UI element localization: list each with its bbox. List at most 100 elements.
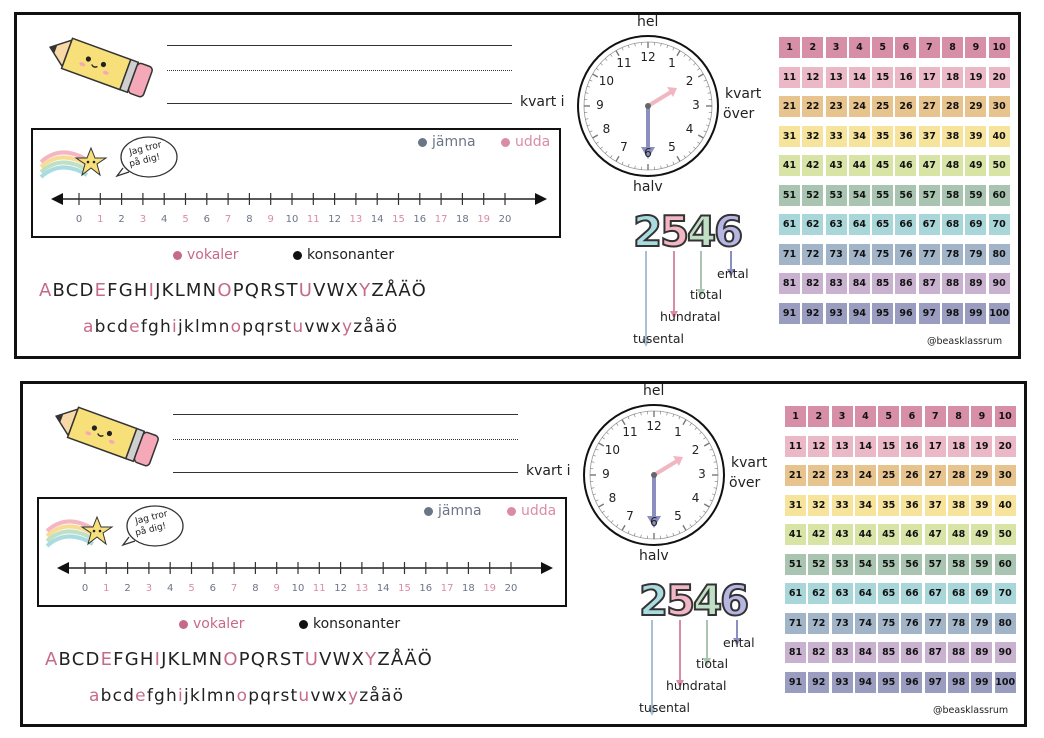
hundred-chart-cell: 44 bbox=[854, 524, 876, 545]
number-line-label: 3 bbox=[145, 583, 153, 594]
place-value-digit: 2 bbox=[638, 575, 669, 626]
hundred-chart-cell: 11 bbox=[785, 435, 806, 457]
hundred-chart-cell: 26 bbox=[901, 465, 923, 486]
lowercase-letter: g bbox=[154, 686, 167, 706]
hundred-chart-cell: 78 bbox=[942, 243, 964, 265]
hundred-chart-cell: 50 bbox=[988, 155, 1010, 176]
hundred-chart-cell: 92 bbox=[808, 671, 830, 693]
number-line-label: 16 bbox=[419, 583, 433, 594]
lowercase-letter: v bbox=[304, 317, 316, 337]
place-hundratal-label: hundratal bbox=[660, 309, 721, 324]
lowercase-letter: q bbox=[260, 686, 273, 706]
hundred-chart-cell: 25 bbox=[878, 465, 900, 486]
hundred-chart-cell: 93 bbox=[825, 302, 847, 324]
hundred-chart-cell: 71 bbox=[785, 612, 806, 634]
uppercase-letter: Ö bbox=[417, 649, 433, 670]
hundred-chart-cell: 64 bbox=[848, 214, 870, 235]
hundred-chart-cell: 97 bbox=[924, 671, 946, 693]
clock-kvart-label: kvart bbox=[731, 455, 768, 471]
hundred-chart-cell: 27 bbox=[924, 465, 946, 486]
hundred-chart-cell: 84 bbox=[848, 273, 870, 294]
hundred-chart-cell: 80 bbox=[988, 243, 1010, 265]
hundred-chart-cell: 43 bbox=[831, 524, 853, 545]
desk-strip-card-1: kvart i Jag tror på dig! jämna bbox=[14, 12, 1021, 359]
hundred-chart: 1 2 3 4 5 6 7 8 9 10 11 12 13 14 15 16 17 18 19 20 21 22 23 24 2… bbox=[779, 37, 1010, 332]
lowercase-letter: p bbox=[248, 686, 261, 706]
hundred-chart-cell: 34 bbox=[854, 494, 876, 516]
hundred-chart-cell: 29 bbox=[965, 96, 987, 117]
clock-number: 6 bbox=[650, 515, 658, 529]
hundred-chart-cell: 94 bbox=[854, 671, 876, 693]
legend-even-label: jämna bbox=[438, 503, 482, 519]
hundred-chart-cell: 66 bbox=[895, 214, 917, 235]
speech-bubble bbox=[115, 136, 178, 178]
place-value-arrows bbox=[648, 620, 741, 716]
hundred-chart-cell: 51 bbox=[785, 553, 806, 575]
uppercase-letter: Y bbox=[359, 280, 372, 301]
hundred-chart-cell: 49 bbox=[965, 155, 987, 176]
place-hundratal-label: hundratal bbox=[666, 678, 727, 693]
even-dot bbox=[424, 506, 433, 516]
hundred-chart-cell: 68 bbox=[948, 583, 970, 604]
kvart-i-label: kvart i bbox=[520, 94, 565, 110]
hundred-chart-cell: 40 bbox=[994, 494, 1016, 516]
lowercase-letter: r bbox=[272, 686, 281, 706]
hundred-chart-cell: 13 bbox=[825, 66, 847, 88]
legend-odd: udda bbox=[501, 134, 550, 150]
hundred-chart-cell: 59 bbox=[965, 184, 987, 206]
hundred-chart-cell: 54 bbox=[848, 184, 870, 206]
lowercase-letter: w bbox=[321, 686, 337, 706]
hundred-chart-cell: 56 bbox=[895, 184, 917, 206]
hundred-chart-cell: 29 bbox=[971, 465, 993, 486]
number-line-label: 5 bbox=[182, 214, 189, 225]
place-value-digit: 2 bbox=[632, 206, 663, 257]
uppercase-letter: C bbox=[65, 280, 80, 301]
clock-face bbox=[577, 35, 719, 177]
hundred-chart-cell: 58 bbox=[942, 184, 964, 206]
hundred-chart-cell: 34 bbox=[848, 125, 870, 147]
lowercase-letter: m bbox=[206, 686, 225, 706]
hundred-chart-cell: 85 bbox=[878, 642, 900, 663]
hundred-chart-cell: 89 bbox=[971, 642, 993, 663]
hundred-chart-cell: 4 bbox=[848, 37, 870, 58]
hundred-chart-cell: 69 bbox=[965, 214, 987, 235]
hundred-chart-cell: 99 bbox=[965, 302, 987, 324]
hundred-chart-cell: 67 bbox=[918, 214, 940, 235]
lowercase-letter: u bbox=[292, 317, 305, 337]
consonant-dot bbox=[299, 619, 308, 629]
uppercase-letter: Ä bbox=[398, 280, 412, 301]
hundred-chart-cell: 72 bbox=[808, 612, 830, 634]
hundred-chart-cell: 7 bbox=[918, 37, 940, 58]
hundred-chart-cell: 25 bbox=[872, 96, 894, 117]
clock-number: 4 bbox=[691, 491, 700, 505]
hundred-chart-cell: 97 bbox=[918, 302, 940, 324]
lowercase-letter: y bbox=[348, 686, 360, 706]
clock-number: 4 bbox=[685, 122, 694, 136]
hundred-chart-cell: 35 bbox=[872, 125, 894, 147]
number-line-label: 0 bbox=[75, 214, 83, 225]
legend-vowels: vokaler bbox=[179, 616, 245, 632]
hundred-chart-cell: 37 bbox=[924, 494, 946, 516]
desk-strip-card-2: kvart i Jag tror på dig! jämna bbox=[20, 381, 1027, 727]
uppercase-letter: Å bbox=[390, 649, 405, 670]
hundred-chart-cell: 6 bbox=[901, 406, 923, 427]
uppercase-letter: X bbox=[345, 280, 360, 301]
uppercase-letter: J bbox=[161, 649, 168, 670]
lowercase-letter: x bbox=[330, 317, 342, 337]
hundred-chart-cell: 17 bbox=[918, 66, 940, 88]
clock-number: 12 bbox=[640, 50, 656, 64]
hundred-chart-cell: 78 bbox=[948, 612, 970, 634]
number-line-label: 10 bbox=[291, 583, 305, 594]
lowercase-letter: l bbox=[194, 317, 201, 337]
hundred-chart-cell: 60 bbox=[994, 553, 1016, 575]
hundred-chart-cell: 42 bbox=[808, 524, 830, 545]
uppercase-letter: Ä bbox=[404, 649, 418, 670]
alphabet-lowercase: abcdefghijklmnopqrstuvwxyzåäö bbox=[83, 317, 398, 337]
lowercase-letter: d bbox=[117, 317, 130, 337]
uppercase-letter: G bbox=[124, 649, 140, 670]
lowercase-letter: w bbox=[315, 317, 331, 337]
clock-number: 1 bbox=[668, 56, 676, 71]
lowercase-letter: h bbox=[166, 686, 179, 706]
hundred-chart-cell: 46 bbox=[901, 524, 923, 545]
hundred-chart-cell: 91 bbox=[779, 302, 800, 324]
